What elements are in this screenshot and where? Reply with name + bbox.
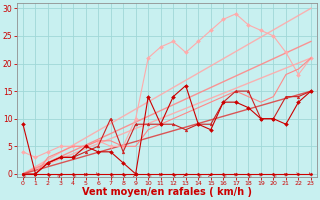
X-axis label: Vent moyen/en rafales ( km/h ): Vent moyen/en rafales ( km/h ) — [82, 187, 252, 197]
